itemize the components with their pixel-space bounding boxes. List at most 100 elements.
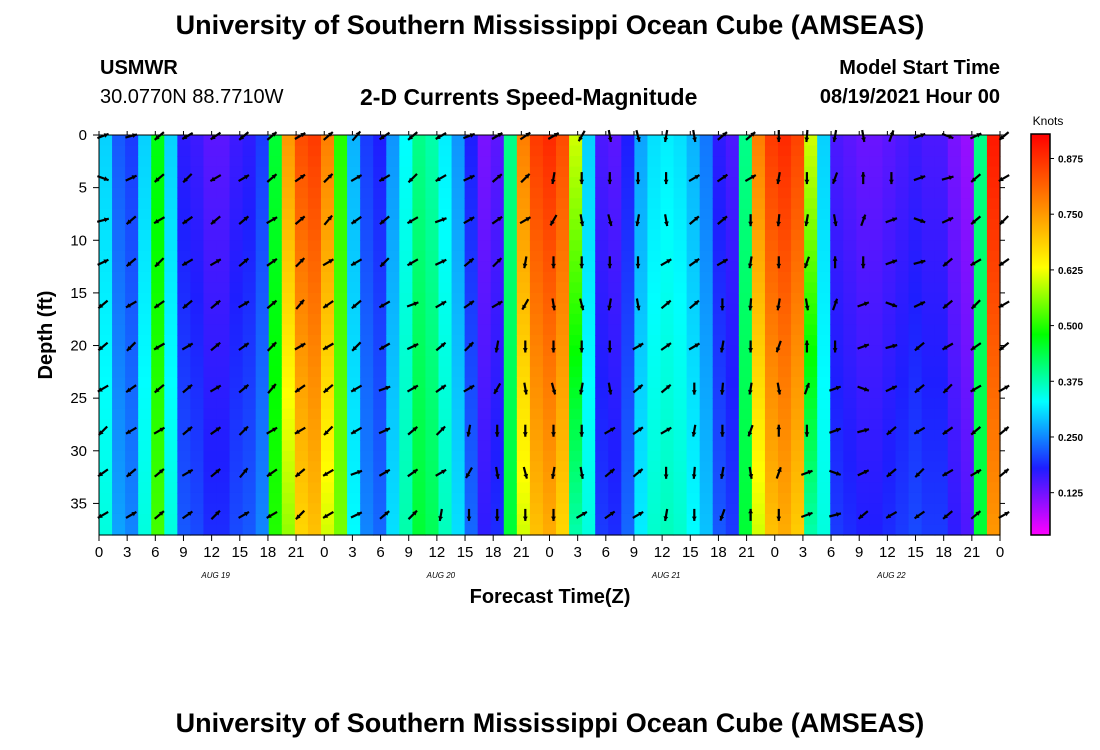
heatmap-cell — [856, 292, 871, 305]
heatmap-cell — [843, 166, 857, 178]
heatmap-cell — [203, 303, 218, 315]
heatmap-cell — [125, 513, 139, 526]
current-arrow — [663, 129, 669, 143]
heatmap-cell — [203, 461, 218, 473]
current-arrow — [406, 384, 419, 393]
heatmap-cell — [725, 345, 740, 357]
heatmap-cell — [869, 261, 884, 273]
heatmap-cell — [164, 303, 178, 315]
current-arrow — [632, 383, 644, 394]
heatmap-cell — [647, 313, 662, 326]
heatmap-cell — [751, 166, 766, 178]
chart-title-top: University of Southern Mississippi Ocean… — [175, 10, 925, 40]
heatmap-cell — [347, 208, 361, 220]
heatmap-cell — [177, 208, 192, 220]
heatmap-cell — [347, 492, 361, 505]
heatmap-cell — [112, 335, 126, 347]
heatmap-cell — [973, 503, 988, 515]
heatmap-cell — [882, 198, 897, 210]
heatmap-cell — [438, 292, 453, 305]
heatmap-cell — [516, 324, 531, 336]
heatmap-cell — [151, 271, 165, 283]
current-arrow — [914, 467, 925, 478]
heatmap-cell — [503, 440, 518, 452]
heatmap-cell — [621, 313, 635, 326]
heatmap-cell — [203, 471, 218, 483]
heatmap-cell — [947, 271, 962, 283]
heatmap-cell — [882, 471, 897, 483]
x-tick-label: 18 — [485, 544, 502, 561]
heatmap-cell — [190, 513, 205, 526]
current-arrow — [691, 424, 697, 437]
heatmap-cell — [791, 271, 805, 283]
heatmap-cell — [960, 261, 975, 273]
current-arrow — [860, 214, 867, 227]
heatmap-cell — [934, 345, 949, 357]
current-arrow — [153, 510, 165, 520]
heatmap-cell — [386, 492, 400, 505]
current-arrow — [209, 174, 222, 183]
heatmap-cell — [438, 187, 453, 199]
heatmap-cell — [164, 324, 178, 336]
heatmap-cell — [490, 261, 505, 273]
heatmap-cell — [490, 461, 505, 473]
current-arrow — [660, 383, 672, 394]
heatmap-cell — [660, 187, 675, 199]
heatmap-cell — [921, 198, 936, 210]
heatmap-cell — [164, 419, 178, 431]
heatmap-cell — [947, 250, 962, 262]
heatmap-cell — [660, 156, 675, 168]
heatmap-cell — [569, 345, 583, 357]
heatmap-cell — [529, 240, 544, 252]
heatmap-cell — [569, 387, 583, 399]
heatmap-cell — [438, 219, 453, 231]
heatmap-cell — [334, 177, 348, 189]
heatmap-cell — [334, 282, 348, 294]
heatmap-cell — [242, 429, 257, 441]
current-arrow — [323, 173, 334, 184]
heatmap-cell — [791, 229, 805, 241]
heatmap-cell — [699, 303, 714, 315]
heatmap-cell — [856, 219, 871, 231]
current-arrow — [125, 426, 137, 435]
heatmap-cell — [373, 250, 387, 262]
heatmap-cell — [294, 492, 309, 505]
heatmap-cell — [595, 271, 609, 283]
heatmap-cell — [99, 324, 113, 336]
heatmap-cell — [934, 377, 949, 389]
heatmap-cell — [112, 482, 126, 494]
heatmap-cell — [582, 282, 596, 294]
heatmap-cell — [634, 335, 649, 347]
heatmap-cell — [242, 240, 257, 252]
heatmap-cell — [125, 240, 139, 252]
heatmap-cell — [438, 335, 453, 347]
heatmap-cell — [320, 503, 335, 515]
heatmap-cell — [307, 461, 322, 473]
heatmap-cell — [595, 240, 609, 252]
heatmap-cell — [399, 513, 413, 526]
heatmap-cell — [960, 408, 975, 420]
heatmap-cell — [307, 429, 322, 441]
heatmap-cell — [843, 471, 857, 483]
heatmap-cell — [647, 345, 662, 357]
heatmap-cell — [608, 292, 622, 305]
heatmap-cell — [986, 261, 1001, 273]
heatmap-cell — [412, 492, 427, 505]
y-tick-label: 25 — [70, 390, 87, 407]
heatmap-cell — [412, 450, 427, 462]
heatmap-cell — [556, 177, 570, 189]
heatmap-cell — [138, 471, 152, 483]
current-arrow — [691, 382, 697, 395]
heatmap-cell — [529, 335, 544, 347]
heatmap-cell — [595, 366, 609, 378]
heatmap-cell — [647, 471, 662, 483]
heatmap-cell — [582, 240, 596, 252]
heatmap-cell — [373, 261, 387, 273]
heatmap-cell — [503, 271, 518, 283]
heatmap-cell — [190, 471, 205, 483]
heatmap-cell — [334, 524, 348, 536]
heatmap-cell — [791, 135, 805, 147]
heatmap-cell — [921, 429, 936, 441]
heatmap-cell — [621, 471, 635, 483]
heatmap-cell — [856, 513, 871, 526]
